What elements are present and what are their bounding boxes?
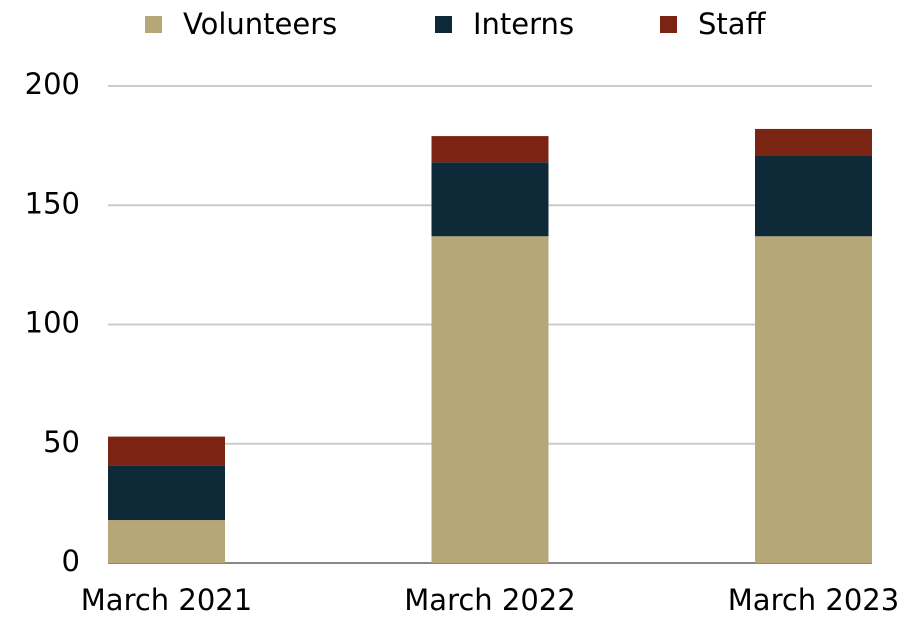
bar-segment — [755, 155, 872, 237]
bar-segment — [108, 436, 225, 466]
y-tick-label: 0 — [62, 544, 80, 578]
x-tick-label: March 2021 — [81, 583, 252, 617]
bar-segment — [431, 162, 549, 237]
y-tick-label: 150 — [25, 186, 80, 220]
bar-segment — [431, 236, 549, 563]
bar-segment — [755, 128, 872, 156]
legend-swatch — [660, 16, 677, 33]
legend-label: Volunteers — [183, 7, 337, 41]
bar-segment — [431, 136, 549, 163]
legend-swatch — [145, 16, 162, 33]
y-tick-label: 50 — [43, 425, 80, 459]
y-tick-label: 200 — [25, 67, 80, 101]
bar-segment — [108, 520, 225, 563]
legend-swatch — [435, 16, 452, 33]
x-tick-label: March 2022 — [404, 583, 575, 617]
x-tick-label: March 2023 — [728, 583, 899, 617]
legend-label: Interns — [473, 7, 574, 41]
bar-segment — [755, 236, 872, 563]
y-tick-label: 100 — [25, 306, 80, 340]
legend-label: Staff — [698, 7, 767, 41]
bar-segment — [108, 465, 225, 521]
